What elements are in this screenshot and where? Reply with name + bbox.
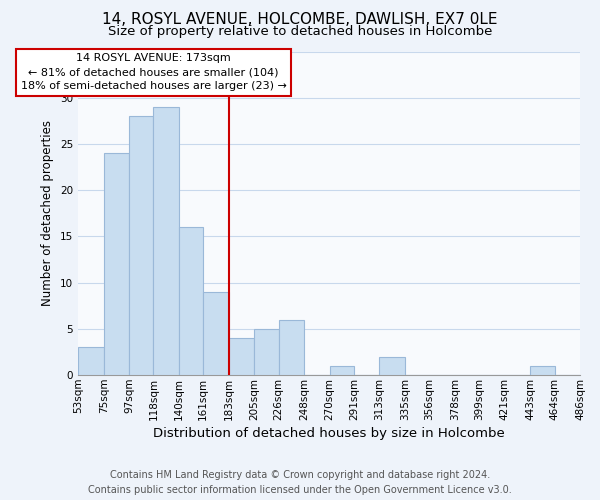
Text: Size of property relative to detached houses in Holcombe: Size of property relative to detached ho…	[108, 25, 492, 38]
Bar	[203, 292, 229, 375]
Text: 14 ROSYL AVENUE: 173sqm
← 81% of detached houses are smaller (104)
18% of semi-d: 14 ROSYL AVENUE: 173sqm ← 81% of detache…	[20, 54, 286, 92]
Bar	[254, 329, 278, 375]
X-axis label: Distribution of detached houses by size in Holcombe: Distribution of detached houses by size …	[153, 427, 505, 440]
Text: 14, ROSYL AVENUE, HOLCOMBE, DAWLISH, EX7 0LE: 14, ROSYL AVENUE, HOLCOMBE, DAWLISH, EX7…	[102, 12, 498, 28]
Bar	[379, 356, 405, 375]
Bar	[154, 107, 179, 375]
Bar	[179, 227, 203, 375]
Bar	[530, 366, 554, 375]
Bar	[329, 366, 354, 375]
Bar	[78, 348, 104, 375]
Bar	[104, 153, 129, 375]
Text: Contains HM Land Registry data © Crown copyright and database right 2024.
Contai: Contains HM Land Registry data © Crown c…	[88, 470, 512, 495]
Bar	[229, 338, 254, 375]
Bar	[278, 320, 304, 375]
Y-axis label: Number of detached properties: Number of detached properties	[41, 120, 55, 306]
Bar	[129, 116, 154, 375]
